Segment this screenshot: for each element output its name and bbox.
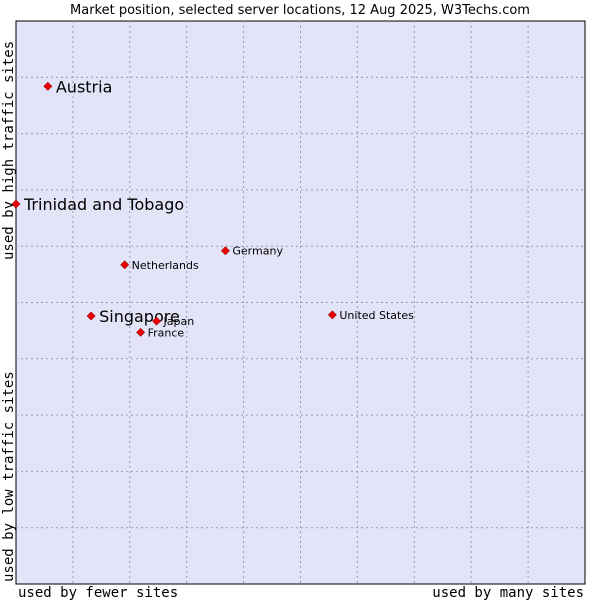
data-label-united-states: United States: [339, 309, 414, 322]
x-axis-label-right: used by many sites: [432, 585, 584, 600]
data-point-france[interactable]: [136, 327, 146, 337]
data-label-trinidad-and-tobago: Trinidad and Tobago: [23, 195, 184, 214]
data-point-japan[interactable]: [152, 316, 161, 326]
y-axis-label-bottom: used by low traffic sites: [1, 371, 17, 582]
data-point-germany[interactable]: [220, 246, 230, 256]
data-label-japan: Japan: [163, 315, 195, 328]
data-label-austria: Austria: [56, 77, 113, 96]
y-axis-label-top: used by high traffic sites: [1, 41, 17, 260]
data-point-netherlands[interactable]: [120, 260, 130, 270]
x-axis-label-left: used by fewer sites: [18, 585, 178, 600]
data-points: Austria Trinidad and Tobago Germany Netherl…: [11, 77, 414, 339]
data-label-netherlands: Netherlands: [132, 259, 199, 272]
data-point-trinidad-and-tobago[interactable]: [11, 199, 21, 209]
data-point-united-states[interactable]: [327, 310, 337, 320]
data-point-austria[interactable]: [43, 81, 53, 91]
data-label-france: France: [148, 326, 185, 339]
data-point-singapore[interactable]: [86, 311, 96, 321]
grid: [16, 21, 585, 584]
data-label-germany: Germany: [232, 245, 283, 258]
chart-title: Market position, selected server locatio…: [70, 3, 530, 18]
